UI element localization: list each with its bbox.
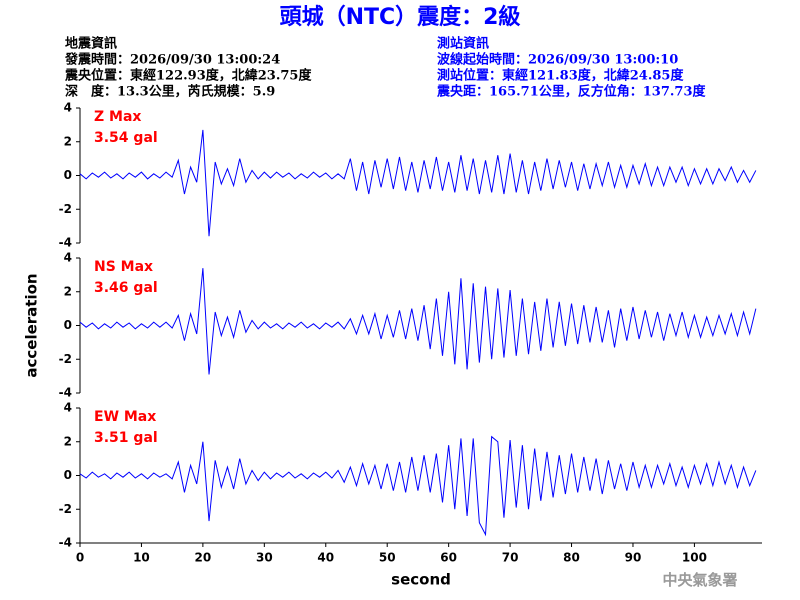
- y-axis-label: acceleration: [23, 273, 41, 377]
- annotation: 3.46 gal: [94, 280, 158, 296]
- y-tick-label: -4: [59, 386, 72, 400]
- x-tick-label: 10: [133, 551, 150, 565]
- x-tick-label: 0: [76, 551, 84, 565]
- event-info: 震央位置：東經122.93度，北緯23.75度: [64, 68, 312, 84]
- y-tick-label: 2: [64, 284, 72, 298]
- y-tick-label: -2: [59, 352, 72, 366]
- x-tick-label: 100: [682, 551, 707, 565]
- title: 頭城（NTC）震度：2級: [280, 4, 521, 30]
- x-axis-label: second: [391, 571, 451, 589]
- station-info: 測站資訊: [437, 36, 489, 52]
- y-tick-label: 2: [64, 434, 72, 448]
- x-tick-label: 30: [256, 551, 273, 565]
- y-tick-label: 0: [64, 468, 72, 482]
- y-tick-label: -4: [59, 536, 72, 550]
- event-info: 地震資訊: [65, 36, 117, 52]
- x-tick-label: 70: [502, 551, 519, 565]
- y-tick-label: 4: [64, 101, 72, 115]
- event-info: 發震時間：2026/09/30 13:00:24: [64, 52, 280, 68]
- x-tick-label: 40: [317, 551, 334, 565]
- y-tick-label: 0: [64, 318, 72, 332]
- y-tick-label: 0: [64, 168, 72, 182]
- waveform: [79, 129, 757, 237]
- annotation: EW Max: [94, 409, 156, 425]
- annotation: 3.54 gal: [94, 130, 158, 146]
- x-tick-label: 60: [440, 551, 457, 565]
- annotation: 3.51 gal: [94, 430, 158, 446]
- y-tick-label: -2: [59, 502, 72, 516]
- station-info: 震央距：165.71公里，反方位角：137.73度: [436, 84, 707, 100]
- annotation: NS Max: [94, 259, 153, 275]
- annotation: Z Max: [94, 109, 141, 125]
- y-tick-label: -2: [59, 202, 72, 216]
- waveform: [79, 268, 757, 375]
- x-tick-label: 20: [195, 551, 212, 565]
- x-tick-label: 80: [563, 551, 580, 565]
- x-tick-label: 50: [379, 551, 396, 565]
- y-tick-label: -4: [59, 236, 72, 250]
- waveform: [79, 435, 757, 537]
- station-info: 波線起始時間：2026/09/30 13:00:10: [437, 52, 678, 68]
- x-tick-label: 90: [625, 551, 642, 565]
- y-tick-label: 4: [64, 251, 72, 265]
- y-tick-label: 2: [64, 134, 72, 148]
- station-info: 測站位置：東經121.83度，北緯24.85度: [437, 68, 684, 84]
- y-tick-label: 4: [64, 401, 72, 415]
- event-info: 深 度：13.3公里，芮氏規模：5.9: [65, 84, 275, 100]
- footer: 中央氣象署: [662, 571, 737, 589]
